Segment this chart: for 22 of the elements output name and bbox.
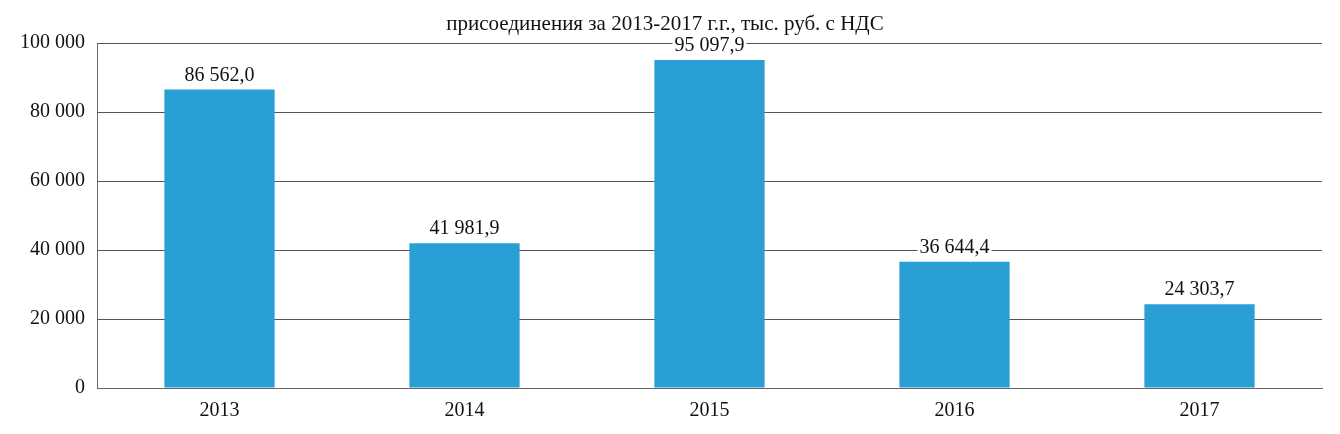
y-tick-label: 60 000 bbox=[30, 168, 85, 191]
x-tick-label: 2014 bbox=[444, 398, 485, 421]
bar bbox=[409, 243, 520, 388]
chart-title: присоединения за 2013-2017 г.г., тыс. руб. с НДС bbox=[446, 11, 884, 36]
x-tick-label: 2017 bbox=[1179, 398, 1220, 421]
y-tick-label: 20 000 bbox=[30, 306, 85, 329]
y-tick-label: 100 000 bbox=[20, 30, 85, 53]
y-tick-label: 80 000 bbox=[30, 99, 85, 122]
bar bbox=[164, 89, 275, 388]
y-tick-label: 0 bbox=[75, 375, 85, 398]
data-label: 41 981,9 bbox=[429, 216, 500, 239]
x-tick-label: 2015 bbox=[689, 398, 730, 421]
data-label: 36 644,4 bbox=[919, 234, 990, 257]
bar bbox=[1144, 304, 1255, 388]
data-label: 95 097,9 bbox=[674, 33, 745, 56]
x-tick-label: 2013 bbox=[199, 398, 240, 421]
data-label: 24 303,7 bbox=[1164, 277, 1235, 300]
bar bbox=[654, 60, 765, 388]
x-tick-label: 2016 bbox=[934, 398, 975, 421]
y-tick-label: 40 000 bbox=[30, 237, 85, 260]
data-label: 86 562,0 bbox=[184, 62, 255, 85]
bar bbox=[899, 261, 1010, 388]
